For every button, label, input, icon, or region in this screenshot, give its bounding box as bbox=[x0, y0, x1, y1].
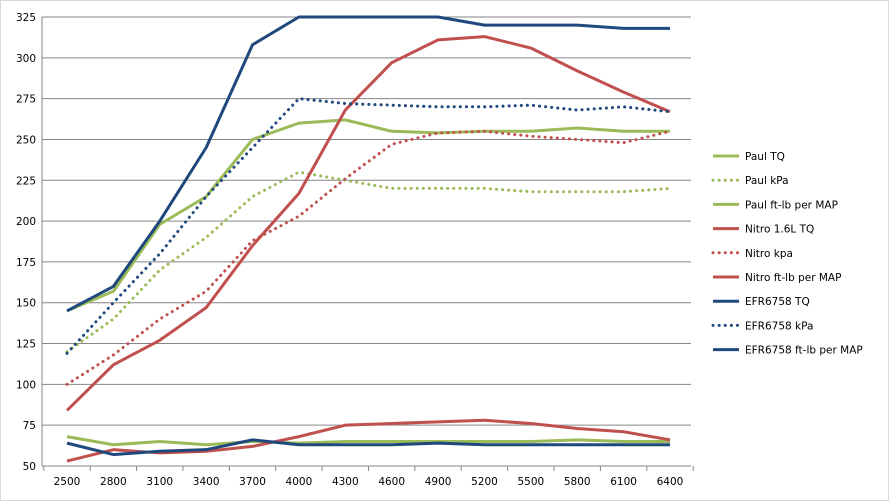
y-tick-label: 200 bbox=[16, 216, 36, 228]
y-tick-label: 175 bbox=[16, 257, 36, 269]
legend-label: Nitro 1.6L TQ bbox=[745, 224, 814, 236]
x-tick-label: 4000 bbox=[286, 476, 313, 488]
series-line-paul-ft-lb-per-map bbox=[66, 435, 670, 447]
y-tick-label: 75 bbox=[23, 420, 36, 432]
y-tick-label: 250 bbox=[16, 134, 36, 146]
series-line-paul-tq bbox=[66, 118, 670, 313]
x-tick-label: 5800 bbox=[564, 476, 591, 488]
x-tick-label: 3700 bbox=[239, 476, 266, 488]
series-line-efr6758-kpa bbox=[65, 97, 672, 355]
y-tick-label: 50 bbox=[23, 461, 36, 473]
x-tick-label: 2500 bbox=[54, 476, 81, 488]
legend-label: EFR6758 kPa bbox=[745, 320, 813, 332]
y-tick-label: 275 bbox=[16, 94, 36, 106]
y-tick-label: 100 bbox=[16, 379, 36, 391]
series-line-nitro-kpa bbox=[65, 129, 672, 386]
series-line-nitro-ft-lb-per-map bbox=[66, 418, 671, 463]
x-tick-label: 4900 bbox=[425, 476, 452, 488]
y-tick-label: 125 bbox=[16, 339, 36, 351]
legend-label: Nitro ft-lb per MAP bbox=[745, 272, 841, 284]
y-tick-label: 325 bbox=[16, 12, 36, 24]
y-tick-label: 150 bbox=[16, 298, 36, 310]
series-line-nitro-1-6l-tq bbox=[65, 35, 671, 412]
x-tick-label: 5200 bbox=[471, 476, 498, 488]
series-line-efr6758-ft-lb-per-map bbox=[66, 438, 670, 457]
x-tick-label: 3400 bbox=[193, 476, 220, 488]
x-tick-label: 6400 bbox=[657, 476, 684, 488]
x-tick-label: 2800 bbox=[100, 476, 127, 488]
x-tick-label: 4300 bbox=[332, 476, 359, 488]
series-line-efr6758-tq bbox=[66, 15, 670, 313]
x-tick-label: 4600 bbox=[378, 476, 405, 488]
legend-label: Paul kPa bbox=[745, 175, 789, 187]
legend-label: EFR6758 ft-lb per MAP bbox=[745, 345, 863, 357]
x-tick-label: 3100 bbox=[146, 476, 173, 488]
series-line-paul-kpa bbox=[65, 170, 672, 354]
x-tick-label: 6100 bbox=[610, 476, 637, 488]
legend-label: Paul ft-lb per MAP bbox=[745, 199, 838, 211]
y-tick-label: 300 bbox=[16, 53, 36, 65]
legend-label: Paul TQ bbox=[745, 151, 785, 163]
y-tick-label: 225 bbox=[16, 175, 36, 187]
legend-label: EFR6758 TQ bbox=[745, 296, 810, 308]
x-tick-label: 5500 bbox=[517, 476, 544, 488]
legend-label: Nitro kpa bbox=[745, 248, 793, 260]
